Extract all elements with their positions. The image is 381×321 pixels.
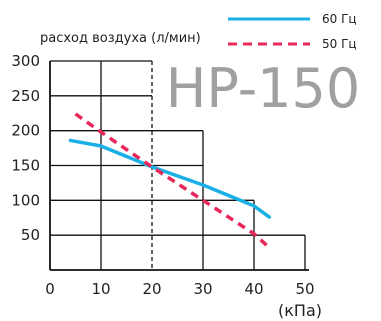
legend-label-50hz: 50 Гц xyxy=(322,37,357,51)
legend-label-60hz: 60 Гц xyxy=(322,12,357,26)
series-line-50hz xyxy=(74,112,271,250)
series-layer xyxy=(68,112,272,250)
x-tick-label: 20 xyxy=(142,280,161,298)
x-tick-label: 30 xyxy=(193,280,212,298)
tick-labels: 50 100 150 200 250 300 0 10 20 30 40 50 xyxy=(11,52,314,298)
x-axis-label: (кПа) xyxy=(278,301,322,320)
y-tick-label: 50 xyxy=(21,226,40,244)
legend: 60 Гц 50 Гц xyxy=(228,12,357,51)
y-tick-label: 150 xyxy=(11,157,40,175)
x-tick-label: 40 xyxy=(244,280,263,298)
y-tick-label: 200 xyxy=(11,122,40,140)
axes xyxy=(49,61,309,271)
x-tick-label: 50 xyxy=(295,280,314,298)
x-tick-label: 10 xyxy=(91,280,110,298)
y-tick-label: 300 xyxy=(11,52,40,70)
y-tick-label: 100 xyxy=(11,191,40,209)
y-axis-label: расход воздуха (л/мин) xyxy=(40,31,201,46)
grid xyxy=(50,60,306,270)
x-tick-label: 0 xyxy=(45,280,55,298)
y-tick-label: 250 xyxy=(11,87,40,105)
series-line-60hz xyxy=(68,138,272,219)
model-label: HP-150 xyxy=(166,57,361,120)
